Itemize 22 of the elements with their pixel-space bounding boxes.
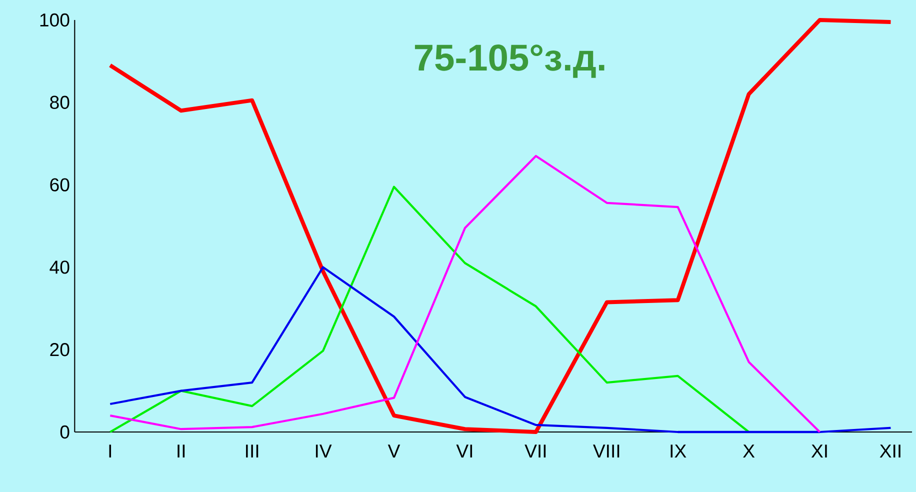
y-tick-label: 60 bbox=[50, 178, 70, 192]
y-tick-label: 0 bbox=[60, 425, 70, 439]
y-tick-label: 20 bbox=[50, 343, 70, 356]
x-tick-label: I bbox=[109, 444, 112, 458]
x-tick-label: VIII bbox=[593, 444, 620, 458]
x-tick-label: V bbox=[388, 444, 400, 458]
x-tick-label: IX bbox=[670, 444, 686, 458]
x-tick-label: XII bbox=[880, 444, 900, 458]
text: 75-105°з.д. bbox=[414, 44, 604, 78]
y-tick-label: 100 bbox=[40, 13, 70, 27]
y-tick-label: 80 bbox=[50, 96, 70, 109]
x-tick-label: X bbox=[743, 444, 755, 458]
x-tick-label: VI bbox=[456, 444, 472, 458]
x-tick-label: IV bbox=[316, 444, 332, 458]
line-series bbox=[109, 154, 821, 434]
x-tick-label: VII bbox=[524, 444, 546, 458]
line-series bbox=[108, 18, 893, 434]
x-tick-label: XI bbox=[811, 444, 827, 458]
y-tick-label: 40 bbox=[50, 260, 70, 274]
x-tick-label: II bbox=[178, 444, 185, 458]
line-series bbox=[109, 186, 750, 434]
x-tick-label: III bbox=[246, 444, 258, 458]
